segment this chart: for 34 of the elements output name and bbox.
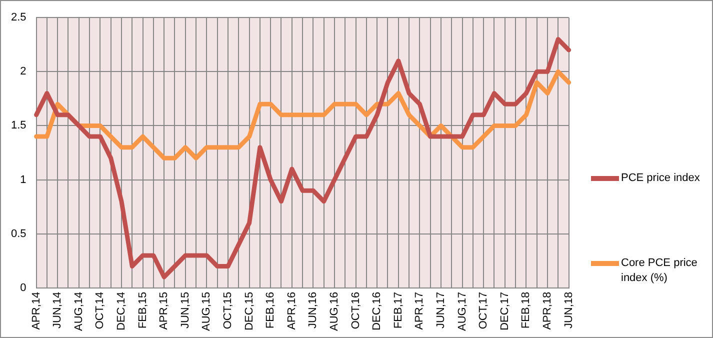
x-tick-label: DEC,16 xyxy=(371,292,384,330)
y-tick-label: 2.5 xyxy=(10,12,26,24)
x-tick-label: FEB,16 xyxy=(264,292,277,329)
x-tick-label: JUN,18 xyxy=(562,292,575,329)
x-tick-label: APR,16 xyxy=(286,292,298,330)
y-tick-label: 0.5 xyxy=(10,228,26,240)
x-tick-label: OCT,17 xyxy=(478,292,490,330)
x-tick-label: JUN,17 xyxy=(435,292,448,329)
x-tick-label: OCT,14 xyxy=(94,292,106,330)
x-tick-label: JUN,16 xyxy=(307,292,320,329)
x-tick-label: APR,18 xyxy=(542,292,554,330)
x-tick-label: OCT,16 xyxy=(350,292,362,330)
x-tick-label: AUG,14 xyxy=(72,292,85,332)
x-tick-label: JUN,15 xyxy=(179,292,192,329)
x-tick-label: APR,14 xyxy=(30,292,42,330)
x-tick-label: FEB,15 xyxy=(136,292,149,329)
x-tick-label: APR,17 xyxy=(414,292,426,330)
x-tick-label: DEC,15 xyxy=(243,292,256,330)
legend-label: PCE price index xyxy=(621,171,700,186)
x-tick-label: AUG,15 xyxy=(200,292,213,332)
x-tick-label: APR,15 xyxy=(158,292,170,330)
x-tick-label: DEC,17 xyxy=(498,292,511,330)
x-tick-label: FEB,18 xyxy=(520,292,532,329)
y-tick-label: 1 xyxy=(20,174,26,186)
y-tick-label: 1.5 xyxy=(10,120,26,132)
x-tick-label: AUG,17 xyxy=(456,292,468,332)
y-tick-label: 0 xyxy=(20,282,26,294)
x-tick-label: FEB,17 xyxy=(392,292,404,329)
x-tick-label: JUN,14 xyxy=(52,292,64,329)
x-tick-label: AUG,16 xyxy=(328,292,341,332)
y-tick-label: 2 xyxy=(20,66,26,78)
x-tick-label: DEC,14 xyxy=(116,292,128,330)
x-tick-label: OCT,15 xyxy=(222,292,234,330)
legend-label: Core PCE price index (%) xyxy=(621,256,698,286)
